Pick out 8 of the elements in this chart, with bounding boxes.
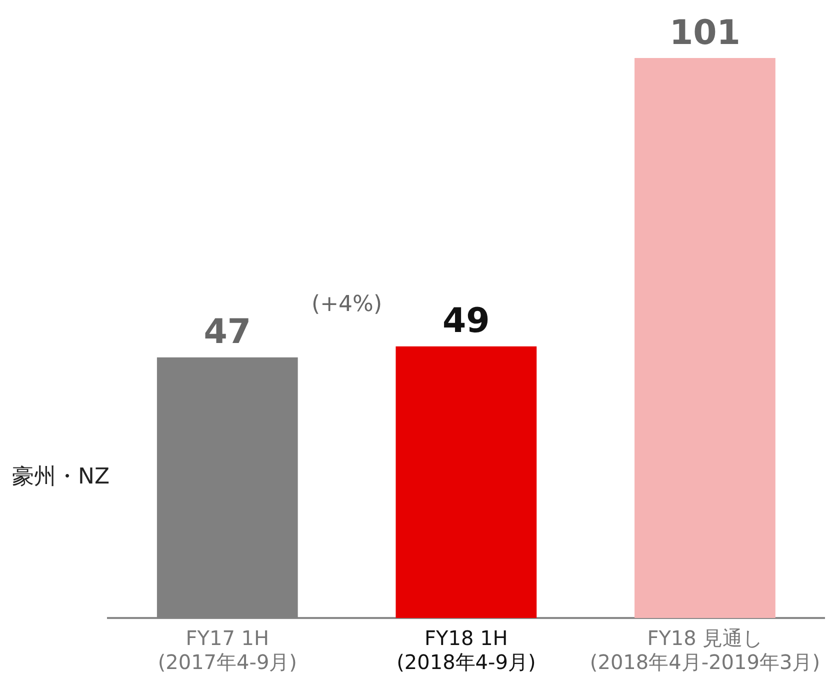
x-tick-label: FY17 1H (2017年4-9月)	[158, 626, 297, 674]
y-axis-title: 豪州・NZ	[12, 464, 110, 490]
data-label: 49	[442, 301, 490, 342]
x-tick-label: FY18 見通し (2018年4月-2019年3月)	[590, 626, 820, 674]
data-label: 101	[669, 12, 740, 53]
data-label: 47	[204, 312, 252, 352]
annotation: (+4%)	[312, 292, 382, 318]
x-tick-label: FY18 1H (2018年4-9月)	[396, 626, 536, 674]
